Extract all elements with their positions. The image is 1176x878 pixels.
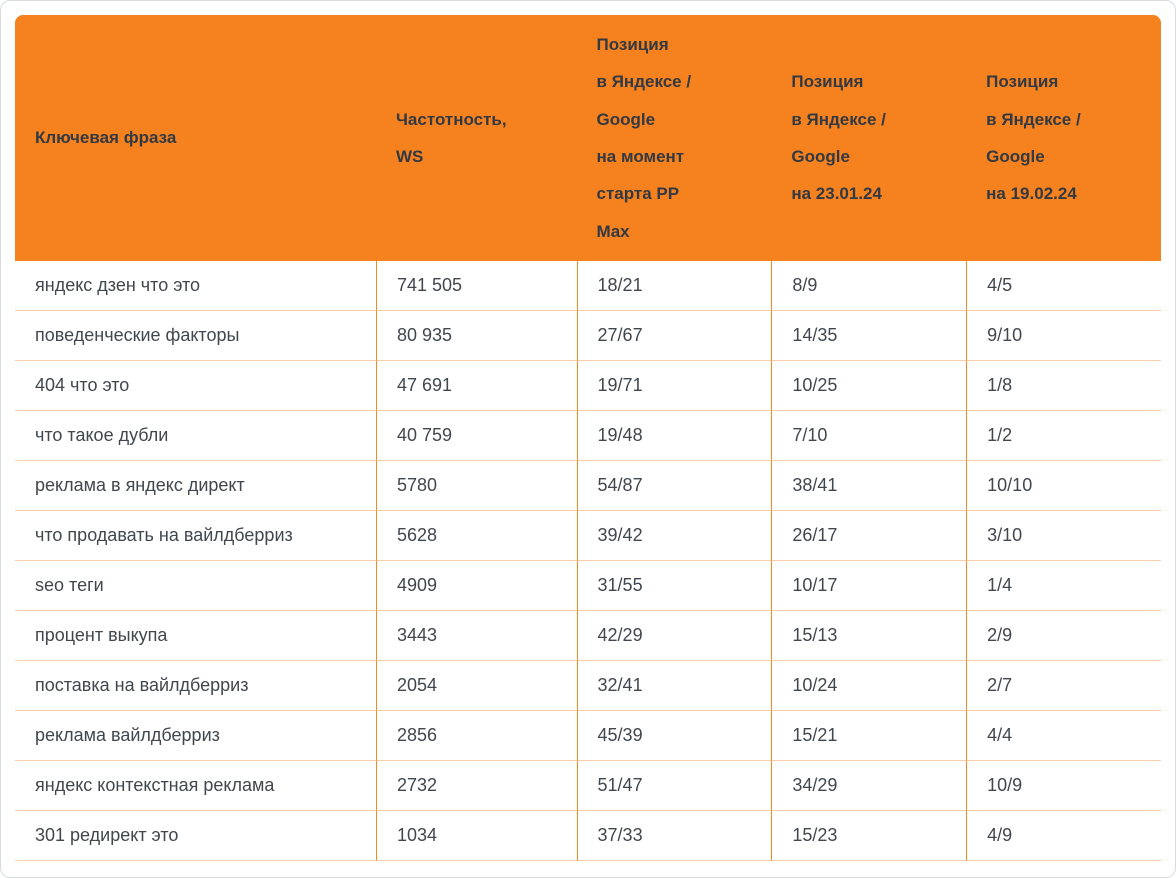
cell-frequency: 40 759 bbox=[375, 411, 577, 461]
table-row: 404 что это 47 691 19/71 10/25 1/8 bbox=[15, 361, 1161, 411]
header-cell-position-start-pmax: Позиция в Яндексе / Google на момент ста… bbox=[576, 15, 772, 261]
cell-position-230124: 10/17 bbox=[771, 561, 967, 611]
cell-frequency: 741 505 bbox=[375, 261, 577, 311]
table-row: что такое дубли 40 759 19/48 7/10 1/2 bbox=[15, 411, 1161, 461]
cell-position-230124: 34/29 bbox=[771, 761, 967, 811]
cell-position-230124: 38/41 bbox=[771, 461, 967, 511]
cell-position-230124: 10/24 bbox=[771, 661, 967, 711]
cell-position-190224: 1/2 bbox=[966, 411, 1161, 461]
cell-position-230124: 15/23 bbox=[771, 811, 967, 861]
cell-position-230124: 7/10 bbox=[771, 411, 967, 461]
cell-frequency: 2054 bbox=[375, 661, 577, 711]
cell-frequency: 3443 bbox=[375, 611, 577, 661]
cell-frequency: 5780 bbox=[375, 461, 577, 511]
cell-frequency: 2856 bbox=[375, 711, 577, 761]
table-row: поставка на вайлдберриз 2054 32/41 10/24… bbox=[15, 661, 1161, 711]
cell-keyword: 301 редирект это bbox=[15, 811, 376, 861]
cell-position-190224: 10/9 bbox=[966, 761, 1161, 811]
cell-position-190224: 4/4 bbox=[966, 711, 1161, 761]
cell-keyword: seo теги bbox=[15, 561, 376, 611]
table-row: реклама в яндекс директ 5780 54/87 38/41… bbox=[15, 461, 1161, 511]
cell-position-start: 31/55 bbox=[576, 561, 772, 611]
cell-keyword: яндекс дзен что это bbox=[15, 261, 376, 311]
cell-position-start: 37/33 bbox=[576, 811, 772, 861]
header-row: Ключевая фраза Частотность, WS Позиция в… bbox=[15, 15, 1161, 261]
cell-position-190224: 10/10 bbox=[966, 461, 1161, 511]
cell-position-230124: 15/21 bbox=[771, 711, 967, 761]
cell-position-190224: 4/9 bbox=[966, 811, 1161, 861]
header-cell-position-190224: Позиция в Яндексе / Google на 19.02.24 bbox=[966, 15, 1161, 261]
cell-frequency: 2732 bbox=[375, 761, 577, 811]
cell-position-start: 54/87 bbox=[576, 461, 772, 511]
table-row: процент выкупа 3443 42/29 15/13 2/9 bbox=[15, 611, 1161, 661]
cell-position-190224: 1/4 bbox=[966, 561, 1161, 611]
cell-position-start: 27/67 bbox=[576, 311, 772, 361]
cell-position-start: 19/48 bbox=[576, 411, 772, 461]
cell-position-start: 18/21 bbox=[576, 261, 772, 311]
header-cell-position-230124: Позиция в Яндексе / Google на 23.01.24 bbox=[771, 15, 967, 261]
cell-position-start: 32/41 bbox=[576, 661, 772, 711]
table-row: seo теги 4909 31/55 10/17 1/4 bbox=[15, 561, 1161, 611]
cell-frequency: 1034 bbox=[375, 811, 577, 861]
cell-position-start: 42/29 bbox=[576, 611, 772, 661]
cell-position-230124: 14/35 bbox=[771, 311, 967, 361]
table-row: поведенческие факторы 80 935 27/67 14/35… bbox=[15, 311, 1161, 361]
cell-keyword: поставка на вайлдберриз bbox=[15, 661, 376, 711]
cell-position-190224: 2/9 bbox=[966, 611, 1161, 661]
cell-position-230124: 15/13 bbox=[771, 611, 967, 661]
cell-frequency: 5628 bbox=[375, 511, 577, 561]
cell-keyword: что продавать на вайлдберриз bbox=[15, 511, 376, 561]
cell-position-190224: 1/8 bbox=[966, 361, 1161, 411]
keyword-positions-table: Ключевая фраза Частотность, WS Позиция в… bbox=[15, 15, 1161, 861]
cell-position-start: 45/39 bbox=[576, 711, 772, 761]
cell-keyword: яндекс контекстная реклама bbox=[15, 761, 376, 811]
cell-position-start: 39/42 bbox=[576, 511, 772, 561]
header-cell-frequency-ws: Частотность, WS bbox=[375, 15, 577, 261]
cell-position-230124: 10/25 bbox=[771, 361, 967, 411]
cell-frequency: 4909 bbox=[375, 561, 577, 611]
cell-position-start: 19/71 bbox=[576, 361, 772, 411]
table-row: яндекс контекстная реклама 2732 51/47 34… bbox=[15, 761, 1161, 811]
cell-keyword: реклама в яндекс директ bbox=[15, 461, 376, 511]
table-row: реклама вайлдберриз 2856 45/39 15/21 4/4 bbox=[15, 711, 1161, 761]
cell-position-start: 51/47 bbox=[576, 761, 772, 811]
cell-position-230124: 8/9 bbox=[771, 261, 967, 311]
cell-position-190224: 2/7 bbox=[966, 661, 1161, 711]
cell-position-190224: 4/5 bbox=[966, 261, 1161, 311]
cell-keyword: реклама вайлдберриз bbox=[15, 711, 376, 761]
cell-keyword: 404 что это bbox=[15, 361, 376, 411]
table-row: яндекс дзен что это 741 505 18/21 8/9 4/… bbox=[15, 261, 1161, 311]
cell-frequency: 80 935 bbox=[375, 311, 577, 361]
table-row: что продавать на вайлдберриз 5628 39/42 … bbox=[15, 511, 1161, 561]
cell-position-230124: 26/17 bbox=[771, 511, 967, 561]
cell-position-190224: 9/10 bbox=[966, 311, 1161, 361]
cell-position-190224: 3/10 bbox=[966, 511, 1161, 561]
table-row: 301 редирект это 1034 37/33 15/23 4/9 bbox=[15, 811, 1161, 861]
cell-keyword: процент выкупа bbox=[15, 611, 376, 661]
cell-keyword: поведенческие факторы bbox=[15, 311, 376, 361]
cell-frequency: 47 691 bbox=[375, 361, 577, 411]
header-cell-keyword: Ключевая фраза bbox=[15, 15, 376, 261]
cell-keyword: что такое дубли bbox=[15, 411, 376, 461]
